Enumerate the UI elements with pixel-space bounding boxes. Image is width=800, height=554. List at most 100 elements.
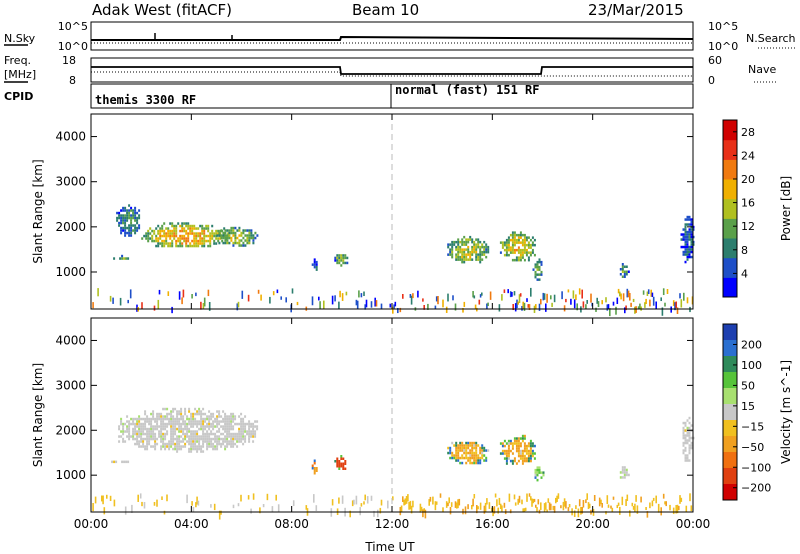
echo-cell — [224, 440, 227, 443]
echo-cell — [230, 435, 233, 438]
echo-cell — [244, 415, 247, 418]
clutter-cell — [137, 494, 139, 502]
echo-cell — [206, 445, 209, 448]
clutter-cell — [650, 289, 652, 297]
echo-cell — [527, 444, 530, 448]
clutter-cell — [511, 292, 513, 297]
echo-cell — [163, 239, 166, 243]
echo-cell — [469, 459, 472, 462]
echo-cell — [146, 442, 149, 446]
echo-cell — [619, 273, 622, 276]
echo-cell — [511, 459, 514, 463]
clutter-cell — [195, 502, 197, 508]
echo-cell — [156, 427, 159, 431]
echo-cell — [686, 419, 689, 422]
echo-cell — [196, 437, 199, 441]
echo-cell — [479, 248, 482, 251]
echo-cell — [467, 456, 470, 460]
clutter-cell — [167, 291, 170, 296]
clutter-cell — [586, 493, 588, 500]
echo-cell — [230, 437, 233, 441]
clutter-cell — [598, 497, 601, 507]
echo-cell — [536, 466, 539, 469]
echo-cell — [190, 422, 193, 426]
echo-cell — [134, 430, 137, 433]
echo-cell — [621, 466, 624, 469]
echo-cell — [166, 432, 169, 436]
echo-cell — [487, 250, 490, 254]
echo-cell — [180, 440, 183, 443]
echo-cell — [336, 254, 339, 257]
echo-cell — [457, 444, 460, 447]
echo-cell — [150, 445, 153, 448]
echo-cell — [479, 260, 482, 264]
echo-cell — [124, 214, 127, 217]
echo-cell — [684, 253, 687, 256]
echo-cell — [124, 209, 127, 212]
echo-cell — [226, 427, 229, 431]
echo-cell — [457, 451, 460, 455]
echo-cell — [224, 427, 227, 431]
echo-cell — [178, 422, 181, 426]
clutter-cell — [186, 494, 188, 504]
echo-cell — [533, 452, 536, 455]
echo-cell — [138, 432, 141, 436]
echo-cell — [134, 214, 137, 217]
echo-cell — [154, 417, 157, 421]
clutter-cell — [562, 501, 565, 511]
echo-cell — [238, 234, 241, 237]
echo-cell — [517, 459, 520, 463]
echo-cell — [186, 427, 189, 431]
freq-trace — [91, 66, 693, 75]
echo-cell — [194, 432, 197, 436]
echo-cell — [455, 258, 458, 261]
echo-cell — [338, 259, 341, 262]
echo-cell — [453, 444, 456, 447]
echo-cell — [194, 435, 197, 438]
clutter-cell — [588, 503, 591, 509]
echo-cell — [250, 430, 253, 433]
echo-cell — [625, 265, 628, 268]
echo-cell — [207, 244, 210, 248]
echo-cell — [194, 407, 197, 411]
echo-cell — [471, 238, 474, 241]
echo-cell — [238, 435, 241, 438]
echo-cell — [159, 242, 162, 245]
echo-cell — [188, 442, 191, 446]
echo-cell — [244, 425, 247, 428]
echo-cell — [160, 440, 163, 443]
clutter-cell — [508, 493, 511, 502]
clutter-cell — [427, 303, 429, 310]
echo-cell — [461, 444, 464, 447]
clutter-cell — [645, 298, 647, 304]
clutter-cell — [447, 293, 449, 302]
clutter-cell — [448, 497, 450, 504]
echo-cell — [126, 435, 129, 438]
echo-cell — [688, 230, 691, 234]
echo-cell — [455, 444, 458, 447]
echo-cell — [172, 425, 175, 428]
echo-cell — [465, 446, 468, 450]
echo-cell — [206, 447, 209, 451]
echo-cell — [150, 437, 153, 441]
echo-cell — [190, 415, 193, 418]
echo-cell — [207, 239, 210, 243]
clutter-cell — [161, 496, 163, 500]
y-tick-label: 3000 — [55, 175, 86, 189]
clutter-cell — [250, 508, 252, 514]
echo-cell — [134, 229, 137, 232]
echo-cell — [540, 471, 543, 474]
echo-cell — [134, 437, 137, 441]
echo-cell — [146, 415, 149, 418]
echo-cell — [122, 437, 125, 441]
clutter-cell — [649, 299, 651, 307]
echo-cell — [475, 444, 478, 447]
echo-cell — [244, 430, 247, 433]
echo-cell — [150, 420, 153, 423]
echo-cell — [204, 417, 207, 421]
clutter-cell — [556, 495, 558, 503]
echo-cell — [477, 459, 480, 462]
echo-cell — [122, 432, 125, 436]
echo-cell — [467, 459, 470, 462]
echo-cell — [150, 435, 153, 438]
